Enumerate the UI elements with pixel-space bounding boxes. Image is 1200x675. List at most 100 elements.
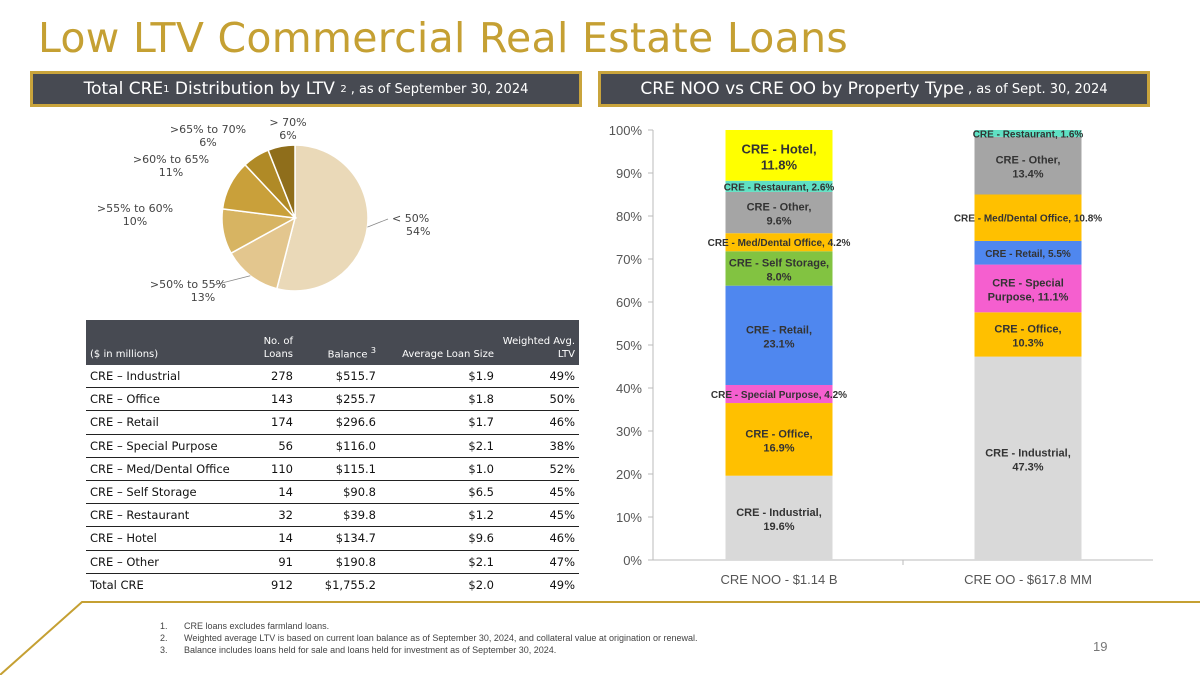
segment-value: 23.1% [763,338,794,350]
table-cell: 49% [549,577,575,592]
table-cell: $1.2 [380,503,498,528]
bar-segment [974,194,1082,241]
pie-leader-line [367,218,389,228]
table-cell: 52% [498,457,579,481]
table-cell: 912 [271,577,293,592]
y-tick-label: 80% [616,209,642,224]
ltv-pie-chart: < 50%54% >50% to 55%13% >55% to 60%10% >60%… [97,116,431,304]
table-cell: 46% [498,526,579,551]
table-cell: 45% [498,503,579,528]
pie-slice-value: 6% [279,129,296,142]
pie-slice-value: 54% [406,225,430,238]
bar-segment [725,285,833,385]
header-balance: Balance 3 [327,344,376,360]
header-ltv: Weighted Avg. LTV [502,336,575,360]
segment-label: CRE - Med/Dental Office, 10.8% [954,214,1102,225]
bar-segment [725,233,833,252]
table-cell: CRE – Med/Dental Office [86,457,249,481]
table-cell: 49% [498,365,579,389]
segment-value: 47.3% [1012,461,1043,473]
table-cell: 14 [249,526,297,551]
table-row: CRE – Industrial 278 $515.7 $1.9 49% [86,365,579,389]
segment-value: Purpose, 11.1% [988,291,1069,303]
y-tick-label: 100% [609,123,643,138]
table-cell: CRE – Self Storage [86,480,249,505]
table-cell: $6.5 [380,480,498,505]
table-row: CRE – Self Storage 14 $90.8 $6.5 45% [86,480,579,505]
footnote-1: 1. CRE loans excludes farmland loans. [160,621,330,631]
y-tick-label: 0% [623,553,642,568]
segment-value: 11.8% [761,157,798,172]
segment-label: CRE - Retail, 5.5% [985,249,1071,260]
page-title: Low LTV Commercial Real Estate Loans [38,14,849,62]
table-cell: CRE – Special Purpose [86,434,249,458]
x-category-label: CRE NOO - $1.14 B [720,572,837,587]
segment-value: 16.9% [763,442,794,454]
table-cell: CRE – Industrial [86,365,249,389]
table-cell: $255.7 [297,387,380,412]
table-cell: $2.1 [380,550,498,574]
bar-segment [725,384,833,404]
segment-label: CRE - Retail, [746,324,812,336]
table-cell: $1.8 [380,387,498,412]
segment-label: CRE - Med/Dental Office, 4.2% [708,238,851,249]
bar-segment [974,136,1082,195]
table-cell: 50% [498,387,579,412]
table-row: CRE – Other 91 $190.8 $2.1 47% [86,550,579,574]
table-header-row: ($ in millions) No. of Loans Balance 3 Av… [86,320,579,365]
segment-label: CRE - Office, [994,323,1061,335]
bar-segment [725,130,833,181]
footnote-3: 3. Balance includes loans held for sale a… [160,645,557,656]
table-cell: $1.7 [380,410,498,435]
x-category-label: CRE OO - $617.8 MM [964,572,1092,587]
y-tick-label: 40% [616,381,642,396]
table-row: Total CRE 912 $1,755.2 $2.0 49% [86,573,579,596]
pie-slice-value: 13% [191,291,215,304]
y-tick-label: 10% [616,510,642,525]
segment-value: 9.6% [766,216,791,228]
pie-slice-label: > 70% [269,116,306,129]
bar-segment [974,356,1082,560]
pie-slice-value: 11% [159,166,183,179]
y-tick-label: 60% [616,295,642,310]
bar-segment [974,312,1082,357]
segment-label: CRE - Special Purpose, 4.2% [711,390,847,401]
table-cell: $2.0 [468,577,494,592]
segment-value: 19.6% [763,521,794,533]
table-cell: $2.1 [380,434,498,458]
segment-label: CRE - Industrial, [736,507,822,519]
segment-label: CRE - Self Storage, [729,257,829,269]
table-cell: $296.6 [297,410,380,435]
segment-label: CRE - Special [992,277,1064,289]
bar-section-header: CRE NOO vs CRE OO by Property Type, as o… [598,71,1150,107]
pie-slice [275,144,369,292]
table-cell: $90.8 [297,480,380,505]
bar-segment [725,475,833,560]
header-units: ($ in millions) [90,349,159,360]
table-cell: $515.7 [297,365,380,389]
table-cell: $134.7 [297,526,380,551]
table-cell: 32 [249,503,297,528]
table-cell: CRE – Restaurant [86,503,249,528]
bar-segment [974,264,1082,313]
pie-slice [267,144,296,219]
segment-label: CRE - Hotel, [741,141,816,156]
y-tick-label: 70% [616,252,642,267]
header-avg-loan: Average Loan Size [402,349,494,360]
property-type-stacked-bar-chart: 0% 10% 20% 30% 40% 50% 60% 70% 80% 90% 100% CRE - I… [609,123,1153,587]
table-cell: $9.6 [380,526,498,551]
segment-label: CRE - Other, [996,155,1061,167]
table-cell: 14 [249,480,297,505]
pie-leader-line [213,275,251,286]
table-cell: 143 [249,387,297,412]
table-cell: $1.0 [380,457,498,481]
table-cell: $1.9 [380,365,498,389]
table-row: CRE – Special Purpose 56 $116.0 $2.1 38% [86,434,579,458]
table-cell: CRE – Hotel [86,526,249,551]
segment-value: 10.3% [1012,337,1043,349]
segment-value: 8.0% [766,271,791,283]
header-loans: No. of Loans [263,336,293,360]
table-cell: 46% [498,410,579,435]
y-tick-label: 20% [616,467,642,482]
table-cell: 47% [498,550,579,574]
